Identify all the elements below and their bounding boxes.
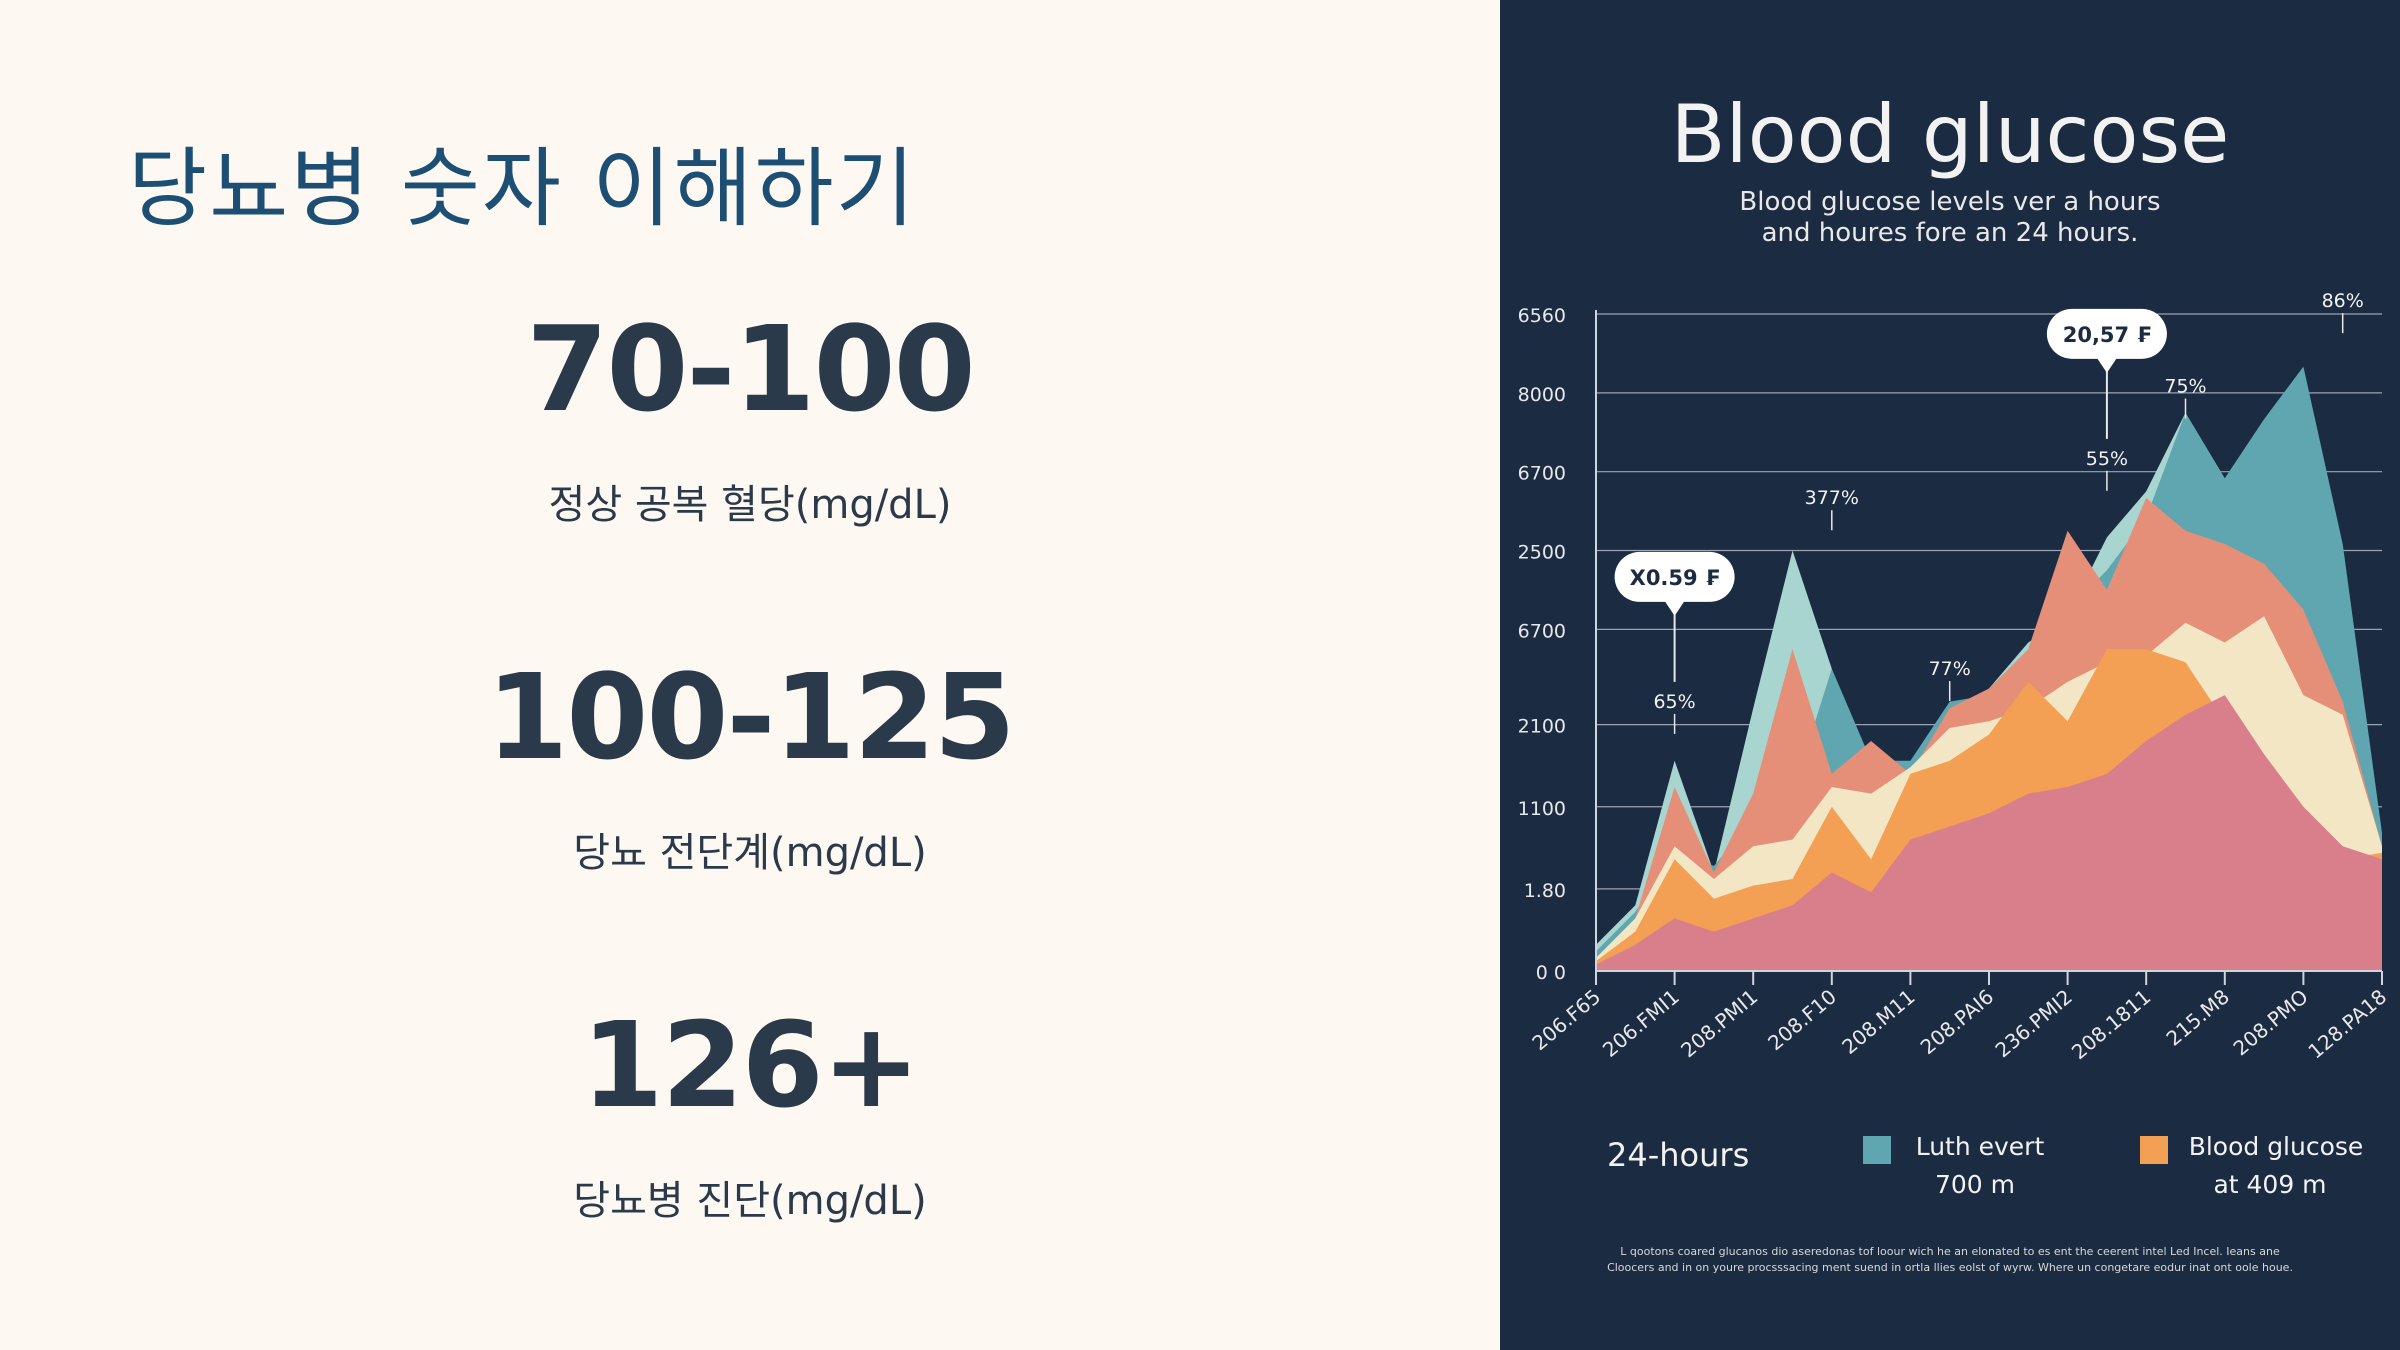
- annotation-label: 75%: [2164, 376, 2206, 398]
- chart-footnote-line-1: L qootons coared glucanos dio aseredonas…: [1620, 1245, 2280, 1258]
- callout-bubble: [2046, 308, 2167, 359]
- x-tick-label: 208.M11: [1837, 984, 1919, 1058]
- legend-label-1-line-1: Luth evert: [1916, 1132, 2045, 1161]
- callout-label: 20,57 ₣: [2063, 323, 2151, 347]
- stat-value: 70-100: [526, 300, 976, 438]
- y-tick-label: 1100: [1518, 798, 1566, 820]
- page-title: 당뇨병 숫자 이해하기: [128, 139, 917, 239]
- x-tick-label: 208.PMI1: [1676, 984, 1762, 1062]
- x-tick-label: 215.M8: [2162, 984, 2235, 1050]
- callout-pointer: [1664, 600, 1685, 616]
- y-tick-label: 8000: [1518, 384, 1566, 406]
- y-tick-label: 2100: [1518, 716, 1566, 738]
- x-tick-label: 128.PA18: [2303, 984, 2391, 1063]
- chart-panel: Blood glucose Blood glucose levels ver a…: [1500, 0, 2400, 1350]
- y-tick-label: 1.80: [1524, 880, 1566, 902]
- x-tick-label: 208.F10: [1763, 984, 1841, 1055]
- x-tick-label: 208.1811: [2067, 984, 2156, 1064]
- x-tick-label: 208.PAI6: [1916, 984, 1999, 1059]
- callout-bubble: [1614, 551, 1735, 602]
- callout-label: X0.59 ₣: [1630, 566, 1720, 590]
- blood-glucose-chart: Blood glucose Blood glucose levels ver a…: [1518, 88, 2392, 1274]
- stat-prediabetes: 100-125 당뇨 전단계(mg/dL): [450, 658, 1050, 878]
- chart-footnote-line-2: Cloocers and in on youre procsssacing me…: [1607, 1261, 2293, 1274]
- y-tick-label: 6700: [1518, 463, 1566, 485]
- legend-label-1-line-2: 700 m: [1935, 1170, 2015, 1199]
- stat-caption: 당뇨 전단계(mg/dL): [573, 830, 927, 876]
- callout-pointer: [2096, 357, 2117, 373]
- annotation-label: 55%: [2086, 448, 2128, 470]
- stat-caption: 당뇨병 진단(mg/dL): [573, 1178, 927, 1224]
- chart-subtitle-line-2: and houres fore an 24 hours.: [1762, 218, 2139, 248]
- y-tick-label: 0 0: [1536, 962, 1566, 984]
- x-tick-label: 208.PMO: [2229, 984, 2313, 1060]
- stat-value: 100-125: [486, 648, 1016, 786]
- stat-value: 126+: [581, 996, 920, 1134]
- annotation-label: 77%: [1929, 658, 1971, 680]
- annotation-label: 86%: [2322, 290, 2364, 312]
- area-series-6: [1596, 695, 2382, 971]
- x-tick-label: 206.F65: [1527, 984, 1605, 1055]
- chart-title: Blood glucose: [1671, 88, 2230, 181]
- legend-title: 24-hours: [1607, 1136, 1749, 1174]
- y-tick-label: 6700: [1518, 620, 1566, 642]
- annotation-label: 65%: [1653, 691, 1695, 713]
- left-panel: 당뇨병 숫자 이해하기 70-100 정상 공복 혈당(mg/dL) 100-1…: [128, 139, 1050, 1226]
- x-tick-label: 206.FMI1: [1598, 984, 1684, 1061]
- stat-normal: 70-100 정상 공복 혈당(mg/dL): [450, 310, 1050, 530]
- annotation-label: 377%: [1805, 487, 1859, 509]
- chart-subtitle-line-1: Blood glucose levels ver a hours: [1739, 187, 2160, 217]
- legend-swatch-2: [2140, 1136, 2168, 1164]
- y-tick-label: 2500: [1518, 542, 1566, 564]
- stat-diabetes: 126+ 당뇨병 진단(mg/dL): [450, 1006, 1050, 1226]
- y-tick-label: 6560: [1518, 305, 1566, 327]
- stat-caption: 정상 공복 혈당(mg/dL): [548, 482, 952, 528]
- x-tick-label: 236.PMI2: [1991, 984, 2077, 1062]
- legend-label-2-line-2: at 409 m: [2213, 1170, 2326, 1199]
- legend-label-2-line-1: Blood glucose: [2189, 1132, 2364, 1161]
- legend-swatch-1: [1863, 1136, 1891, 1164]
